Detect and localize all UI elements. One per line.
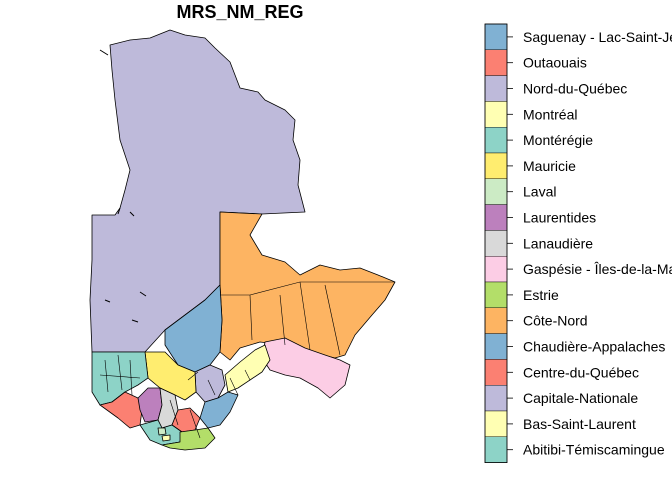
legend-swatch [484, 307, 508, 334]
legend-swatch [484, 230, 508, 257]
legend-label: Montréal [523, 106, 577, 122]
region-cote-nord [219, 211, 396, 361]
legend-swatch [484, 281, 508, 308]
legend-swatch [484, 410, 508, 437]
legend-label: Laurentides [523, 210, 596, 226]
legend-label: Lanaudière [523, 235, 593, 251]
legend-swatch [484, 152, 508, 179]
region-gaspesie [261, 337, 351, 399]
legend-label: Capitale-Nationale [523, 390, 638, 406]
legend-swatch [484, 23, 508, 50]
legend-label: Nord-du-Québec [523, 81, 627, 97]
legend-swatch [484, 436, 508, 463]
region-capitale-nationale [194, 364, 226, 403]
legend-label: Saguenay - Lac-Saint-Jean [523, 29, 672, 45]
legend-swatch [484, 126, 508, 154]
legend-swatch [484, 178, 508, 205]
legend-swatch [484, 256, 508, 283]
legend-label: Côte-Nord [523, 313, 588, 329]
map-title: MRS_NM_REG [176, 2, 304, 22]
legend-swatch [484, 75, 508, 102]
legend-label: Chaudière-Appalaches [523, 339, 665, 355]
legend: Saguenay - Lac-Saint-Jean Outaouais Nord-d… [484, 23, 672, 464]
region-mauricie [144, 351, 197, 401]
legend-label: Bas-Saint-Laurent [523, 416, 636, 432]
legend-swatch [484, 333, 508, 360]
region-laval [157, 427, 167, 436]
legend-label: Mauricie [523, 158, 576, 174]
region-chaudiere-appalaches [199, 391, 239, 429]
legend-swatch [484, 359, 508, 386]
legend-swatch [484, 49, 508, 76]
legend-frame [484, 23, 508, 464]
region-laurentides [137, 387, 163, 423]
legend-label: Centre-du-Québec [523, 364, 639, 380]
legend-label: Estrie [523, 287, 559, 303]
legend-swatch [484, 385, 508, 412]
region-montreal [161, 434, 171, 442]
legend-label: Montérégie [523, 132, 593, 148]
region-bas-saint-laurent [224, 344, 271, 393]
legend-label: Abitibi-Témiscamingue [523, 442, 665, 458]
legend-swatch [484, 204, 508, 231]
legend-label: Outaouais [523, 55, 587, 71]
region-estrie [161, 427, 216, 451]
legend-swatch [484, 101, 508, 128]
legend-label: Laval [523, 184, 556, 200]
legend-label: Gaspésie - Îles-de-la-Madeleine [523, 261, 672, 277]
